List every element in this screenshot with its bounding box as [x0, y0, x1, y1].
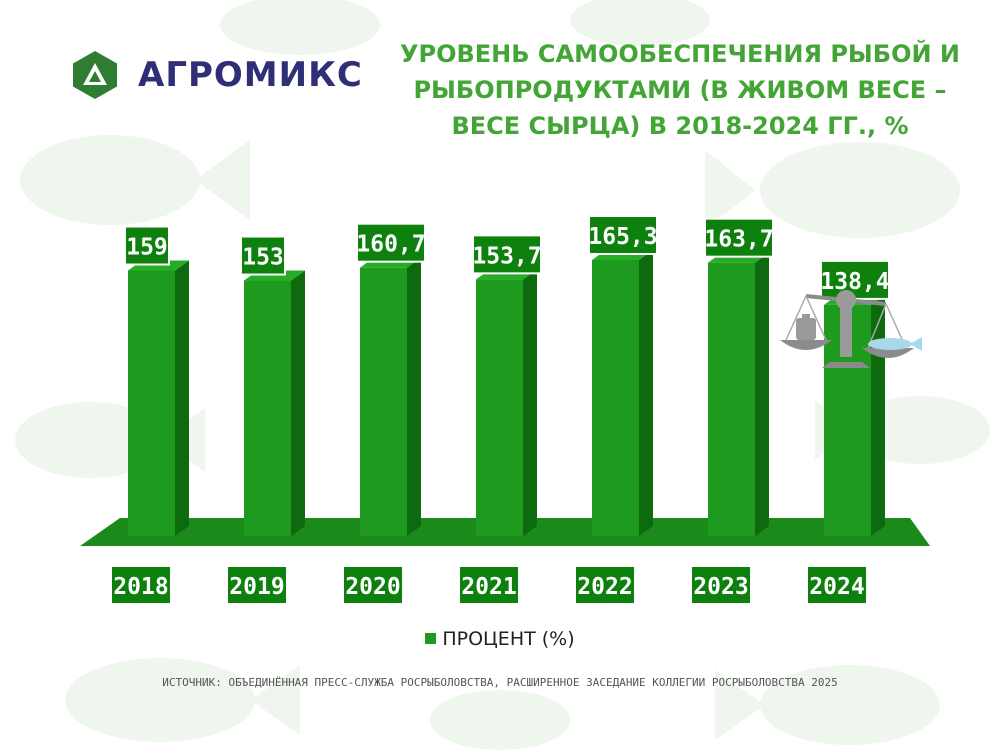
category-label-text: 2022 [577, 574, 632, 600]
value-label-text: 163,7 [704, 227, 773, 253]
category-label-text: 2018 [113, 574, 168, 600]
brand-name: АГРОМИКС [138, 55, 363, 95]
bar-front [592, 260, 639, 536]
bar-side [291, 270, 305, 536]
category-label-2019: 2019 [226, 565, 288, 605]
brand-logo: АГРОМИКС [72, 50, 363, 100]
bar-2018 [128, 260, 189, 536]
bar-side [871, 294, 885, 536]
bar-2023 [708, 252, 769, 536]
value-label-2021: 153,7 [472, 234, 542, 275]
value-label-2018: 159 [124, 225, 170, 266]
category-label-text: 2024 [809, 574, 864, 600]
category-label-2020: 2020 [342, 565, 404, 605]
bar-front [360, 267, 407, 536]
bar-2020 [360, 257, 421, 536]
category-label-2024: 2024 [806, 565, 868, 605]
bar-side [639, 250, 653, 536]
bar-side [755, 252, 769, 536]
legend-swatch [425, 633, 437, 644]
bar-front [244, 280, 291, 536]
category-label-2022: 2022 [574, 565, 636, 605]
bar-2019 [244, 270, 305, 536]
bar-front [708, 262, 755, 536]
value-label-2020: 160,7 [356, 222, 426, 263]
bar-side [407, 257, 421, 536]
category-label-2023: 2023 [690, 565, 752, 605]
bar-front [476, 279, 523, 536]
category-label-text: 2020 [345, 574, 400, 600]
value-label-2019: 153 [240, 235, 286, 276]
category-label-text: 2019 [229, 574, 284, 600]
bar-front [128, 270, 175, 536]
source-note: ИСТОЧНИК: ОБЪЕДИНЁННАЯ ПРЕСС-СЛУЖБА РОСР… [162, 676, 838, 689]
bar-side [175, 260, 189, 536]
value-label-2022: 165,3 [588, 215, 658, 255]
value-label-text: 153 [242, 245, 284, 271]
value-label-text: 138,4 [820, 269, 889, 295]
value-label-text: 153,7 [472, 243, 541, 269]
chart-legend: ПРОЦЕНТ (%) [0, 628, 1000, 650]
value-label-2024: 138,4 [820, 259, 890, 300]
agromix-logo-icon [73, 51, 117, 99]
category-label-text: 2023 [693, 574, 748, 600]
category-label-2018: 2018 [110, 565, 172, 605]
value-label-text: 160,7 [356, 232, 425, 258]
legend-label: ПРОЦЕНТ (%) [442, 628, 575, 650]
bar-2021 [476, 269, 537, 536]
value-label-text: 165,3 [588, 224, 657, 250]
bar-side [523, 269, 537, 536]
scales-icon [780, 290, 922, 368]
bar-2024 [824, 294, 885, 536]
category-label-text: 2021 [461, 574, 516, 600]
bar-2022 [592, 250, 653, 536]
value-label-text: 159 [126, 235, 168, 261]
chart-title: УРОВЕНЬ САМООБЕСПЕЧЕНИЯ РЫБОЙ И РЫБОПРОД… [399, 40, 961, 140]
category-label-2021: 2021 [458, 565, 520, 605]
value-label-2023: 163,7 [704, 217, 774, 258]
